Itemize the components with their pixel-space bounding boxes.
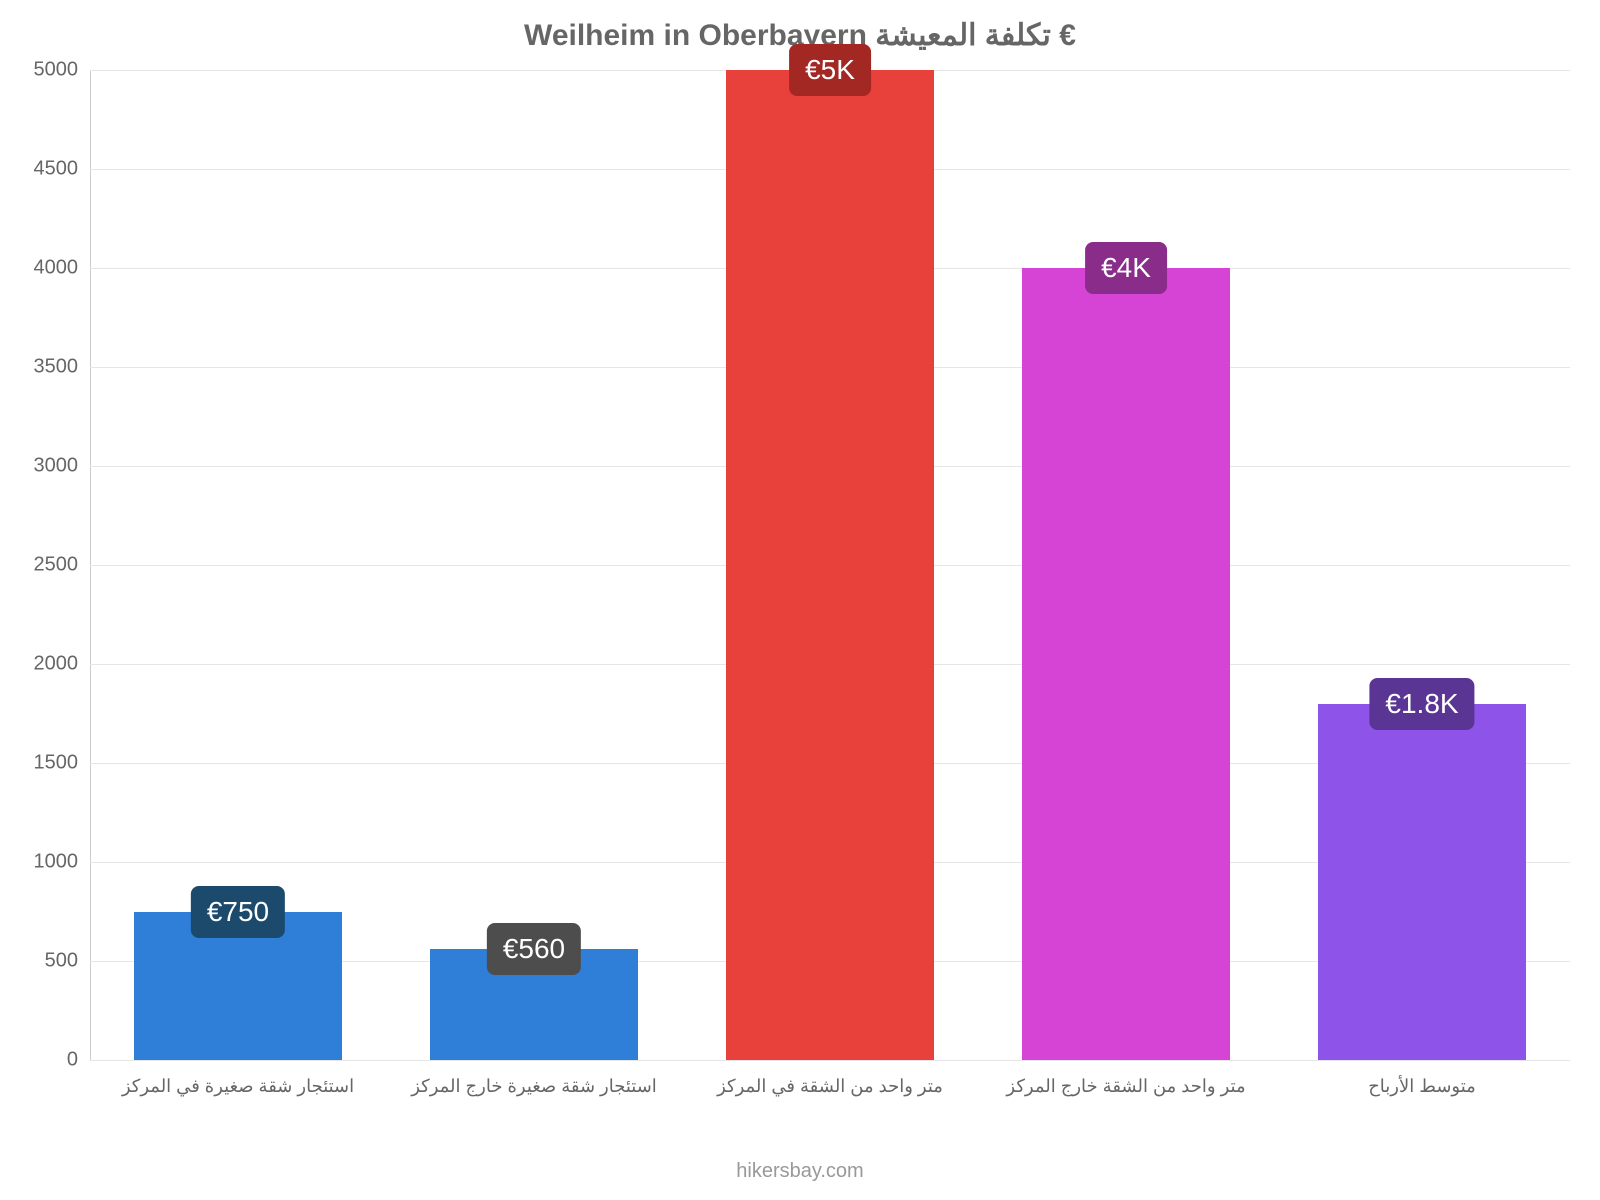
bar bbox=[726, 70, 933, 1060]
bar-value-badge: €560 bbox=[487, 923, 581, 975]
ytick-label: 5000 bbox=[34, 59, 91, 82]
ytick-label: 3000 bbox=[34, 455, 91, 478]
ytick-label: 2500 bbox=[34, 554, 91, 577]
ytick-label: 3500 bbox=[34, 356, 91, 379]
bar bbox=[1022, 268, 1229, 1060]
bar-slot: €750 bbox=[134, 70, 341, 1060]
bar-value-badge: €750 bbox=[191, 886, 285, 938]
bar-value-badge: €4K bbox=[1085, 242, 1167, 294]
ytick-label: 0 bbox=[67, 1049, 90, 1072]
xtick-label: متوسط الأرباح bbox=[1368, 1060, 1476, 1097]
ytick-label: 1500 bbox=[34, 752, 91, 775]
chart-container: Weilheim in Oberbayern تكلفة المعيشة € 0… bbox=[0, 0, 1600, 1200]
xtick-label: متر واحد من الشقة خارج المركز bbox=[1006, 1060, 1245, 1097]
ytick-label: 4000 bbox=[34, 257, 91, 280]
bar-slot: €5K bbox=[726, 70, 933, 1060]
ytick-label: 4500 bbox=[34, 158, 91, 181]
plot-area: 0500100015002000250030003500400045005000… bbox=[90, 70, 1570, 1060]
xtick-label: استئجار شقة صغيرة خارج المركز bbox=[411, 1060, 657, 1097]
ytick-label: 1000 bbox=[34, 851, 91, 874]
bar-slot: €560 bbox=[430, 70, 637, 1060]
ytick-label: 500 bbox=[45, 950, 90, 973]
bar-slot: €1.8K bbox=[1318, 70, 1525, 1060]
bar-value-badge: €1.8K bbox=[1369, 678, 1474, 730]
bar bbox=[1318, 704, 1525, 1060]
bar-slot: €4K bbox=[1022, 70, 1229, 1060]
attribution-text: hikersbay.com bbox=[0, 1160, 1600, 1183]
xtick-label: متر واحد من الشقة في المركز bbox=[717, 1060, 943, 1097]
bar-value-badge: €5K bbox=[789, 44, 871, 96]
ytick-label: 2000 bbox=[34, 653, 91, 676]
xtick-label: استئجار شقة صغيرة في المركز bbox=[122, 1060, 354, 1097]
